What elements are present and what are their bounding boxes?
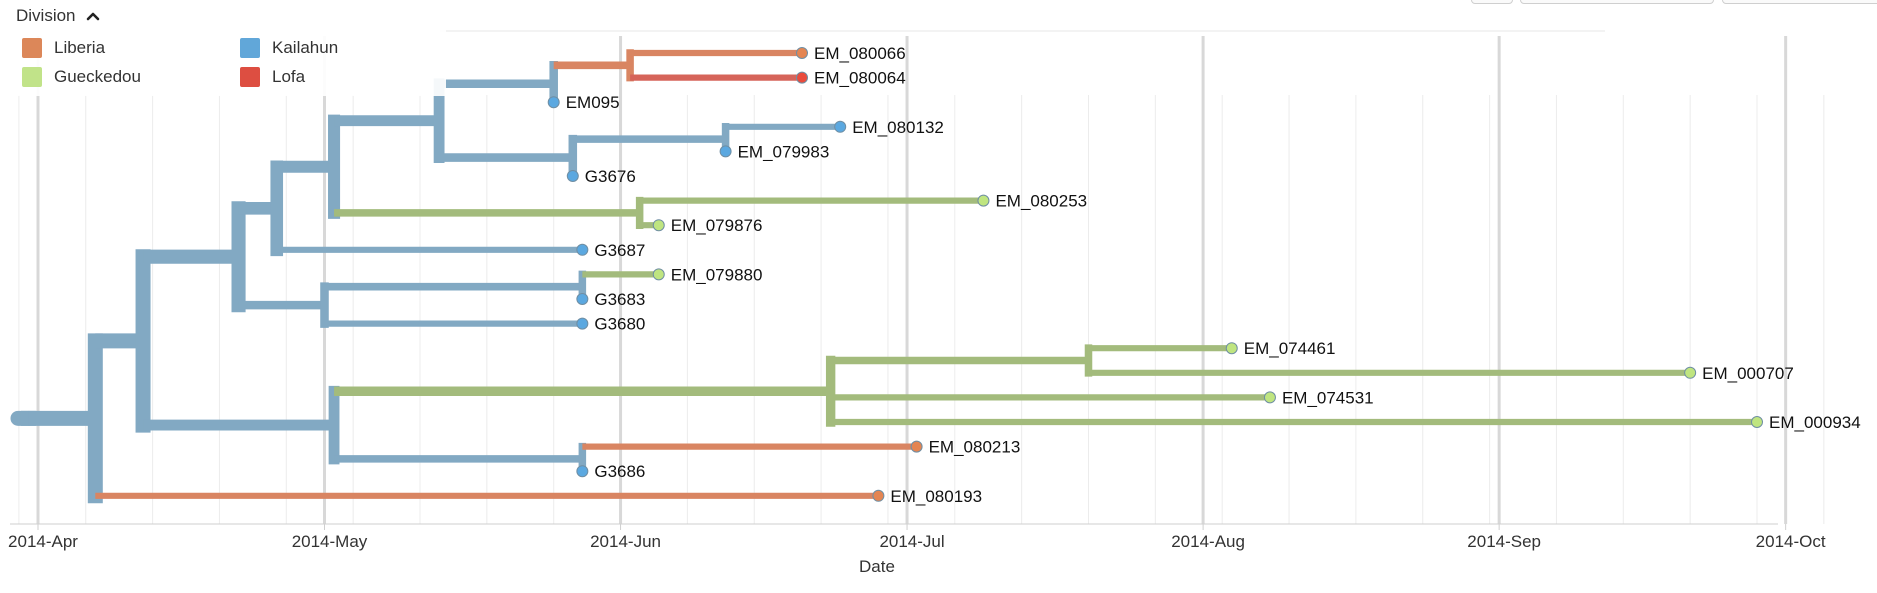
legend-item-kailahun[interactable]: Kailahun [240, 38, 338, 58]
chevron-up-icon [86, 12, 99, 21]
x-tick-label: 2014-Oct [1756, 532, 1826, 551]
tip-point[interactable] [834, 120, 847, 133]
legend-toggle[interactable]: Division [16, 6, 100, 26]
legend-item-liberia[interactable]: Liberia [22, 38, 105, 58]
tip-label: EM_000934 [1769, 413, 1861, 432]
x-axis-label: Date [859, 557, 895, 576]
tree-branches [10, 49, 1757, 504]
x-tick-label: 2014-May [292, 532, 368, 551]
major-grid [36, 36, 1788, 524]
tip-label: EM095 [566, 93, 620, 112]
x-tick-label: 2014-Aug [1171, 532, 1245, 551]
tip-label: EM_074461 [1244, 339, 1336, 358]
tip-label: G3686 [594, 462, 645, 481]
tip-label: EM_000707 [1702, 364, 1794, 383]
tip-point[interactable] [652, 219, 665, 232]
tip-point[interactable] [1263, 391, 1276, 404]
tip-point[interactable] [1684, 366, 1697, 379]
x-tick-label: 2014-Jun [590, 532, 661, 551]
tip-point[interactable] [576, 317, 589, 330]
tip-point[interactable] [576, 465, 589, 478]
legend: Division Liberia Kailahun Gueckedou Lofa [6, 0, 446, 96]
tip-point[interactable] [576, 293, 589, 305]
tip-label: EM_080064 [814, 69, 906, 88]
tip-point[interactable] [977, 194, 990, 207]
tip-label: G3680 [594, 315, 645, 334]
tip-label: G3676 [585, 167, 636, 186]
tree-tips: EM_080066 EM_080064 EM095 EM_080132 EM_07998… [547, 44, 1861, 506]
x-tick-labels: 2014-Apr 2014-May 2014-Jun 2014-Jul 2014-Aug… [8, 524, 1826, 551]
x-tick-label: 2014-Sep [1467, 532, 1541, 551]
legend-item-label: Lofa [272, 67, 306, 86]
legend-item-lofa[interactable]: Lofa [240, 67, 305, 87]
x-tick-label: 2014-Apr [8, 532, 78, 551]
minor-grid [18, 95, 1825, 524]
tip-label: EM_080066 [814, 44, 906, 63]
legend-swatch [240, 38, 260, 58]
tip-point[interactable] [576, 243, 589, 256]
legend-swatch [22, 67, 42, 87]
tip-point[interactable] [719, 145, 732, 158]
tip-label: EM_080193 [890, 487, 982, 506]
tip-point[interactable] [1225, 342, 1238, 355]
tip-label: EM_079983 [738, 142, 830, 161]
tip-point[interactable] [910, 440, 923, 453]
legend-title: Division [16, 6, 76, 25]
toolbar-button[interactable] [1722, 0, 1877, 4]
tip-point[interactable] [547, 96, 560, 109]
legend-item-label: Liberia [54, 38, 106, 57]
tip-point[interactable] [872, 489, 885, 502]
tip-label: EM_080253 [995, 192, 1087, 211]
legend-swatch [240, 67, 260, 87]
legend-swatch [22, 38, 42, 58]
tip-label: G3683 [594, 290, 645, 309]
legend-item-gueckedou[interactable]: Gueckedou [22, 67, 141, 87]
legend-item-label: Gueckedou [54, 67, 141, 86]
tip-point[interactable] [796, 47, 808, 59]
legend-item-label: Kailahun [272, 38, 339, 57]
tip-label: G3687 [594, 241, 645, 260]
tip-point[interactable] [1751, 416, 1763, 428]
tip-label: EM_080213 [929, 438, 1021, 457]
tip-label: EM_079876 [671, 216, 763, 235]
tip-point[interactable] [566, 170, 579, 182]
tip-label: EM_079880 [671, 265, 763, 284]
x-tick-label: 2014-Jul [879, 532, 944, 551]
tip-label: EM_074531 [1282, 388, 1374, 407]
tip-point[interactable] [796, 71, 808, 84]
tip-point[interactable] [652, 268, 665, 281]
tip-label: EM_080132 [852, 118, 944, 137]
